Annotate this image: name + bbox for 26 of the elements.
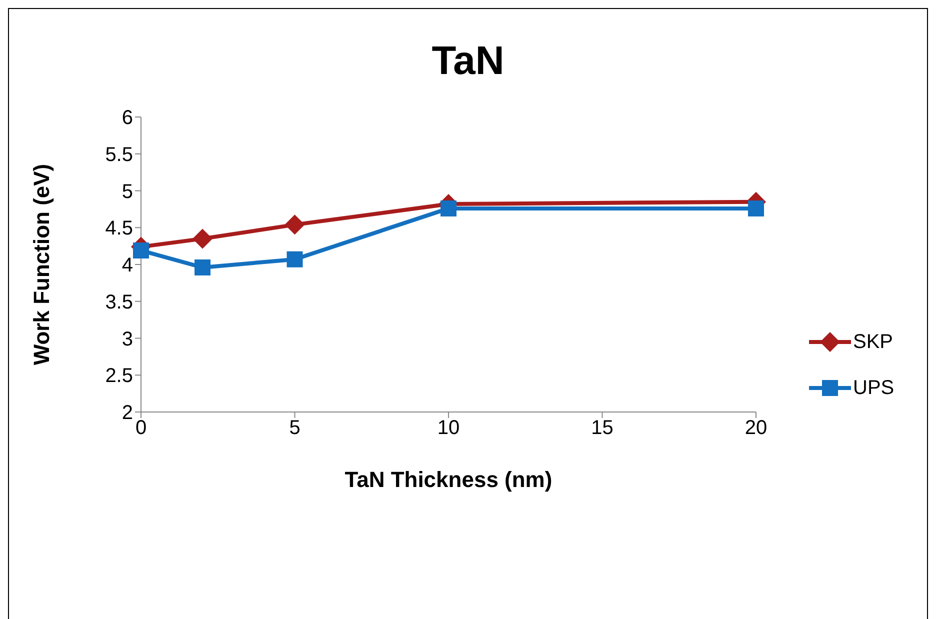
y-tick-label: 3.5 [105,291,133,314]
y-tick-label: 2.5 [105,365,133,388]
y-tick-label: 5 [122,180,133,203]
x-tick-label: 0 [135,417,147,440]
chart-title: TaN [430,39,506,84]
y-tick-label: 4 [122,254,133,277]
x-tick-label: 5 [289,417,300,440]
legend-label: SKP [853,330,894,354]
point [133,242,149,258]
y-tick-label: 5.5 [105,144,133,166]
point [748,200,764,216]
x-axis-title: TaN Thickness (nm) [344,467,552,492]
legend-label: UPS [853,376,894,400]
point [192,228,212,249]
y-tick-label: 3 [122,328,133,350]
point [284,214,305,235]
point [440,200,456,216]
y-tick-label: 2 [122,402,133,424]
point [194,259,210,276]
x-tick-label: 15 [591,417,614,440]
point [286,251,303,268]
x-tick-label: 10 [437,417,460,440]
y-tick-label: 4.5 [105,218,133,240]
y-axis-title: Work Function (eV) [28,164,54,366]
x-tick-label: 20 [744,417,768,440]
y-tick-label: 6 [122,107,133,130]
